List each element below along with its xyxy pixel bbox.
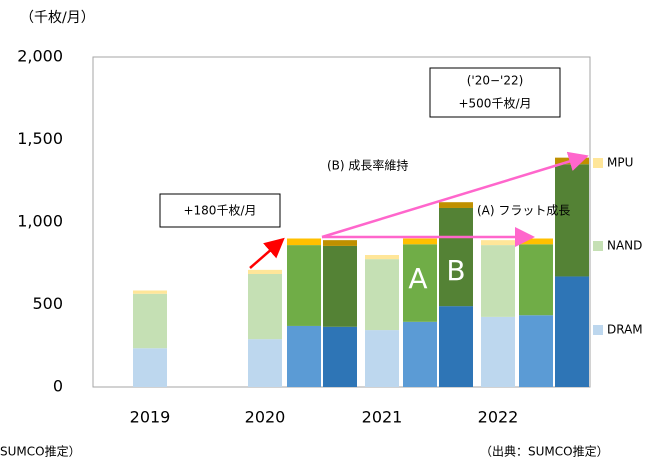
annotation: B bbox=[446, 254, 465, 287]
bar-segment bbox=[439, 202, 473, 208]
bar-segment bbox=[248, 339, 282, 387]
legend-label: MPU bbox=[607, 156, 633, 170]
bar-segment bbox=[365, 330, 399, 387]
legend-swatch bbox=[593, 325, 603, 335]
bar-segment bbox=[287, 245, 321, 326]
bar-segment bbox=[555, 164, 589, 277]
bar-segment bbox=[248, 269, 282, 274]
bar-segment bbox=[365, 259, 399, 331]
y-tick-label: 500 bbox=[32, 294, 63, 313]
bar-segment bbox=[439, 306, 473, 387]
bar-segment bbox=[403, 244, 437, 322]
bar-segment bbox=[555, 276, 589, 387]
bar-segment bbox=[133, 290, 167, 294]
bar-segment bbox=[323, 326, 357, 387]
annotation-box bbox=[159, 193, 281, 228]
bar-segment bbox=[481, 245, 515, 317]
source-note: SUMCO推定） bbox=[0, 444, 81, 459]
bar-segment bbox=[439, 207, 473, 307]
y-tick-label: 1,000 bbox=[17, 212, 63, 231]
legend-swatch bbox=[593, 158, 603, 168]
x-tick-label: 2020 bbox=[245, 408, 286, 427]
bar-segment bbox=[248, 273, 282, 340]
y-unit-label: （千枚/月） bbox=[20, 10, 95, 26]
bar-segment bbox=[365, 255, 399, 260]
annotation: ('20−'22) bbox=[467, 74, 524, 88]
y-tick-label: 2,000 bbox=[17, 47, 63, 66]
legend-swatch bbox=[593, 241, 603, 251]
bar-segment bbox=[323, 240, 357, 246]
y-tick-label: 0 bbox=[53, 377, 63, 396]
bar-segment bbox=[519, 315, 553, 387]
bar-segment bbox=[481, 240, 515, 246]
x-tick-label: 2019 bbox=[130, 408, 171, 427]
bar-segment bbox=[519, 238, 553, 245]
bar-segment bbox=[133, 348, 167, 387]
x-tick-label: 2022 bbox=[478, 408, 519, 427]
bar-segment bbox=[287, 238, 321, 246]
bar-segment bbox=[403, 321, 437, 387]
bar-segment bbox=[519, 244, 553, 316]
legend-label: DRAM bbox=[607, 323, 643, 337]
annotation: A bbox=[408, 262, 427, 295]
arrow bbox=[249, 237, 285, 269]
bar-segment bbox=[323, 245, 357, 327]
legend-label: NAND bbox=[607, 239, 642, 253]
annotation: +500千枚/月 bbox=[458, 96, 531, 111]
annotation: +180千枚/月 bbox=[183, 203, 256, 218]
bar-segment bbox=[403, 238, 437, 245]
bar-segment bbox=[287, 325, 321, 387]
annotation-box bbox=[429, 67, 561, 118]
arrow bbox=[321, 151, 589, 239]
bar-segment bbox=[133, 293, 167, 349]
x-tick-label: 2021 bbox=[362, 408, 403, 427]
y-tick-label: 1,500 bbox=[17, 129, 63, 148]
bar-segment bbox=[481, 316, 515, 387]
arrows bbox=[249, 151, 589, 269]
annotation: (B) 成長率維持 bbox=[327, 158, 408, 173]
source-note: （出典：SUMCO推定） bbox=[480, 444, 609, 459]
annotation: (A) フラット成長 bbox=[477, 204, 570, 218]
